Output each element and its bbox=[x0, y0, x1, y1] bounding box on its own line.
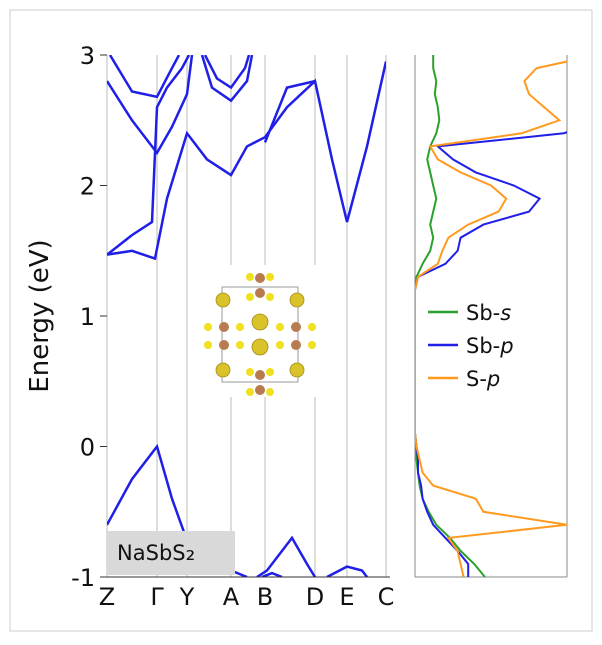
y-tick-label: 0 bbox=[80, 434, 95, 462]
annotation: NaSbS₂ bbox=[117, 538, 195, 566]
x-tick-label: Z bbox=[99, 583, 115, 611]
x-tick-label: D bbox=[306, 583, 324, 611]
x-tick-label: Y bbox=[179, 583, 195, 611]
legend-label: Sb-s bbox=[466, 301, 511, 325]
x-tick-label: C bbox=[378, 583, 395, 611]
x-tick-label: Γ bbox=[150, 583, 164, 611]
y-tick-label: -1 bbox=[71, 564, 95, 592]
legend-label: S-p bbox=[466, 367, 500, 391]
crystal-inset bbox=[200, 265, 318, 397]
y-tick-label: 2 bbox=[80, 173, 95, 201]
page: {"chart_data": [ {"type": "line", "y_lab… bbox=[0, 0, 602, 641]
figure: NaSbS₂ Energy (eV) Sb-s Sb-p S-p -1 0 1 2 3 Z ΓY… bbox=[0, 0, 602, 641]
x-tick-label: B bbox=[257, 583, 273, 611]
x-tick-label: E bbox=[339, 583, 354, 611]
y-axis-label: Energy (eV) bbox=[25, 239, 55, 392]
y-tick-label: 3 bbox=[80, 42, 95, 70]
legend-label: Sb-p bbox=[466, 334, 514, 358]
y-tick-label: 1 bbox=[80, 303, 95, 331]
x-tick-label: A bbox=[223, 583, 240, 611]
